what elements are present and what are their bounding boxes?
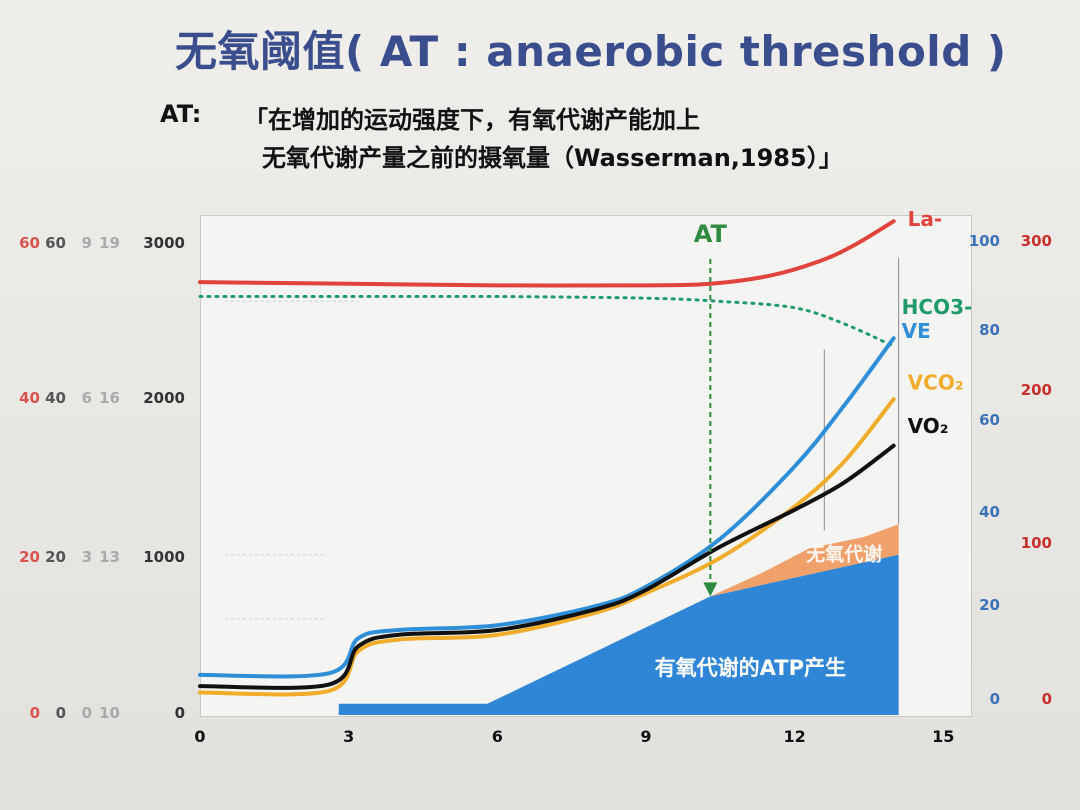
- slide-title: 无氧阈值( AT : anaerobic threshold ): [175, 27, 1007, 76]
- series-label-vco2: VCO₂: [908, 371, 964, 395]
- left-axis-0-tick: 60: [19, 234, 40, 252]
- x-tick-label: 0: [194, 727, 205, 746]
- x-tick-label: 15: [932, 727, 954, 746]
- series-lines: [198, 219, 900, 697]
- left-axis-3-tick: 16: [99, 389, 120, 407]
- left-axis-0-tick: 20: [19, 548, 40, 566]
- series-la-line: [198, 219, 896, 288]
- at-label: AT: [694, 220, 728, 248]
- at-marker-arrow: [703, 582, 718, 597]
- series-hco3-line: [198, 294, 896, 348]
- series-label-la: La-: [908, 207, 943, 231]
- series-label-vo2: VO₂: [908, 414, 949, 438]
- right-axis-red-tick: 200: [1021, 381, 1052, 399]
- left-axis-3-tick: 19: [99, 234, 120, 252]
- left-axis-2-tick: 3: [82, 548, 92, 566]
- definition-line-2: 无氧代谢产量之前的摄氧量（Wasserman,1985）」: [262, 144, 843, 172]
- area-label-anaerobic: 无氧代谢: [806, 543, 882, 566]
- right-axis-blue-tick: 20: [979, 596, 1000, 614]
- left-axis-4-tick: 0: [175, 704, 185, 722]
- left-axis-4-tick: 2000: [143, 389, 185, 407]
- left-axis-1-tick: 60: [45, 234, 66, 252]
- left-axis-2-tick: 6: [82, 389, 92, 407]
- series-ve-line: [198, 336, 896, 679]
- x-tick-label: 3: [343, 727, 354, 746]
- area-aerobic: [338, 554, 899, 715]
- left-axis-0-tick: 40: [19, 389, 40, 407]
- area-anaerobic: [710, 524, 899, 597]
- right-axis-blue-tick: 40: [979, 503, 1000, 521]
- series-label-hco3: HCO3-: [902, 295, 973, 319]
- x-tick-label: 6: [492, 727, 503, 746]
- left-axis-3-tick: 10: [99, 704, 120, 722]
- labels: AT La- HCO3-VE VCO₂ VO₂ 有氧代谢的ATP产生 无氧代谢 0 3 6 9 12 1…: [19, 207, 1052, 746]
- definition-line-1: 「在增加的运动强度下，有氧代谢产能加上: [244, 106, 700, 134]
- left-axis-2-tick: 9: [82, 234, 92, 252]
- left-axis-3-tick: 13: [99, 548, 120, 566]
- right-axis-red-tick: 300: [1021, 232, 1052, 250]
- right-axis-red-tick: 0: [1042, 690, 1052, 708]
- left-axis-1-tick: 0: [56, 704, 66, 722]
- x-tick-label: 12: [783, 727, 805, 746]
- series-vo2-line: [198, 443, 896, 690]
- series-vco2-line: [198, 397, 896, 697]
- x-tick-label: 9: [640, 727, 651, 746]
- left-axis-0-tick: 0: [30, 704, 40, 722]
- area-fills: [224, 300, 899, 715]
- right-axis-red-tick: 100: [1021, 534, 1052, 552]
- right-axis-blue-tick: 80: [979, 321, 1000, 339]
- left-axis-2-tick: 0: [82, 704, 92, 722]
- area-label-aerobic: 有氧代谢的ATP产生: [655, 656, 846, 680]
- definition-label: AT:: [160, 100, 202, 128]
- left-axis-4-tick: 3000: [143, 234, 185, 252]
- right-axis-blue-tick: 0: [990, 690, 1000, 708]
- left-axis-1-tick: 40: [45, 389, 66, 407]
- left-axis-4-tick: 1000: [143, 548, 185, 566]
- right-axis-blue-tick: 60: [979, 411, 1000, 429]
- right-axis-blue-tick: 100: [969, 232, 1000, 250]
- left-axis-1-tick: 20: [45, 548, 66, 566]
- series-label-ve: VE: [902, 319, 931, 343]
